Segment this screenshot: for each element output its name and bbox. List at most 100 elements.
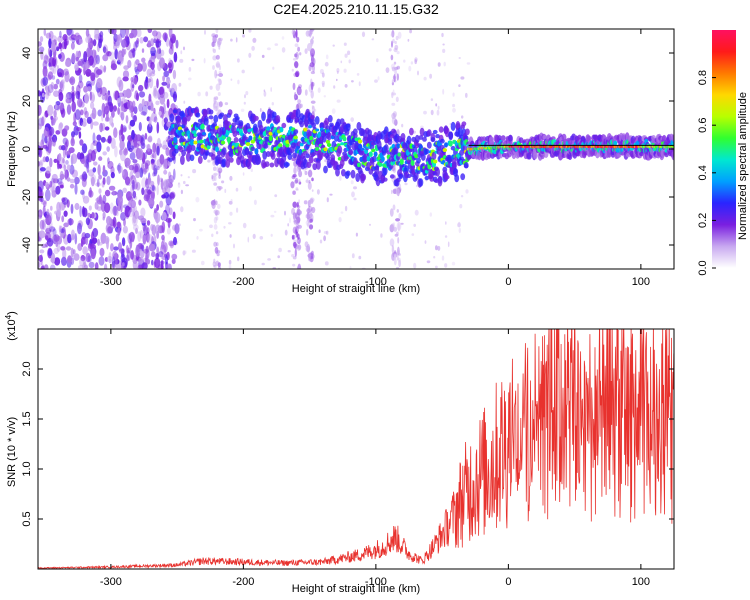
- heat-cell: [140, 142, 146, 150]
- heat-cell: [307, 43, 312, 52]
- heat-cell: [387, 137, 393, 142]
- heat-cell: [438, 126, 444, 133]
- heat-cell: [397, 223, 400, 232]
- heat-cell: [124, 205, 131, 218]
- heat-cell: [43, 54, 49, 65]
- heat-cell: [66, 104, 72, 115]
- heat-cell: [48, 57, 55, 67]
- heat-cell: [113, 246, 119, 251]
- heat-cell: [51, 41, 56, 53]
- heat-cell: [188, 67, 192, 72]
- heat-cell: [148, 76, 154, 89]
- heat-cell: [165, 217, 172, 223]
- heat-cell: [171, 83, 178, 94]
- heat-cell: [292, 201, 298, 208]
- heat-cell: [311, 151, 316, 157]
- heat-cell: [366, 156, 371, 162]
- heat-cell: [120, 29, 126, 38]
- heat-cell: [437, 62, 441, 67]
- heat-cell: [292, 226, 297, 234]
- heat-cell: [215, 54, 220, 60]
- heat-cell: [60, 246, 65, 251]
- heat-cell: [292, 58, 297, 61]
- heat-cell: [295, 239, 299, 243]
- heat-cell: [266, 126, 271, 131]
- heat-cell: [336, 99, 341, 103]
- heat-cell: [156, 78, 159, 89]
- heat-cell: [309, 135, 314, 141]
- heat-cell: [136, 37, 140, 45]
- heat-cell: [335, 167, 340, 177]
- heat-cell: [104, 105, 110, 115]
- heat-cell: [213, 258, 216, 264]
- heat-cell: [161, 234, 165, 241]
- heat-cell: [91, 49, 97, 59]
- heat-cell: [133, 140, 137, 148]
- heat-cell: [296, 86, 302, 96]
- heat-cell: [218, 174, 221, 179]
- heat-cell: [47, 143, 52, 154]
- heat-cell: [378, 162, 383, 167]
- heat-cell: [278, 143, 283, 148]
- heat-cell: [74, 202, 80, 211]
- heat-cell: [146, 143, 151, 152]
- heat-cell: [153, 90, 160, 99]
- heat-cell: [380, 156, 385, 162]
- heat-cell: [215, 29, 219, 34]
- heat-cell: [237, 79, 240, 85]
- heat-cell: [336, 118, 341, 128]
- heat-cell: [195, 122, 201, 128]
- heat-cell: [177, 126, 183, 131]
- heat-cell: [46, 208, 50, 215]
- heat-cell: [92, 121, 99, 126]
- heat-cell: [216, 252, 220, 257]
- heat-cell: [193, 218, 196, 222]
- heat-cell: [135, 59, 140, 66]
- heat-cell: [153, 34, 157, 43]
- heat-cell: [38, 104, 42, 116]
- heat-cell: [458, 57, 461, 59]
- heat-cell: [58, 153, 62, 162]
- heat-cell: [292, 82, 296, 91]
- heat-cell: [295, 70, 300, 78]
- heat-cell: [302, 158, 308, 169]
- heat-cell: [178, 82, 182, 87]
- heat-cell: [285, 142, 290, 148]
- heat-cell: [368, 151, 373, 157]
- heat-cell: [51, 252, 56, 264]
- heat-cell: [295, 187, 299, 191]
- heat-cell: [45, 166, 52, 174]
- y-tick-label: 0: [21, 146, 33, 152]
- heat-cell: [429, 212, 432, 217]
- heat-cell: [278, 247, 282, 253]
- heat-cell: [295, 224, 300, 229]
- heat-cell: [199, 228, 203, 232]
- heat-cell: [240, 108, 245, 113]
- heat-cell: [54, 103, 58, 110]
- heat-cell: [270, 214, 275, 218]
- heat-cell: [166, 227, 171, 235]
- heat-cell: [303, 127, 308, 132]
- heat-cell: [64, 141, 68, 151]
- heat-cell: [199, 139, 204, 144]
- heat-cell: [406, 135, 412, 145]
- heat-cell: [232, 130, 238, 138]
- heat-cell: [183, 180, 186, 185]
- heat-cell: [274, 43, 279, 46]
- heat-cell: [410, 159, 415, 166]
- heat-cell: [324, 61, 329, 67]
- heat-cell: [259, 108, 262, 112]
- heat-cell: [237, 256, 240, 262]
- heat-cell: [361, 173, 367, 181]
- heat-cell: [452, 103, 456, 108]
- heat-cell: [63, 210, 68, 217]
- colorbar-tick-label: 0.2: [697, 213, 709, 228]
- heat-cell: [337, 156, 342, 161]
- heat-cell: [441, 32, 444, 38]
- heat-cell: [71, 85, 75, 92]
- heat-cell: [141, 48, 145, 53]
- heat-cell: [218, 71, 222, 74]
- heat-cell: [398, 253, 401, 256]
- heat-cell: [102, 165, 106, 174]
- heat-cell: [338, 217, 342, 223]
